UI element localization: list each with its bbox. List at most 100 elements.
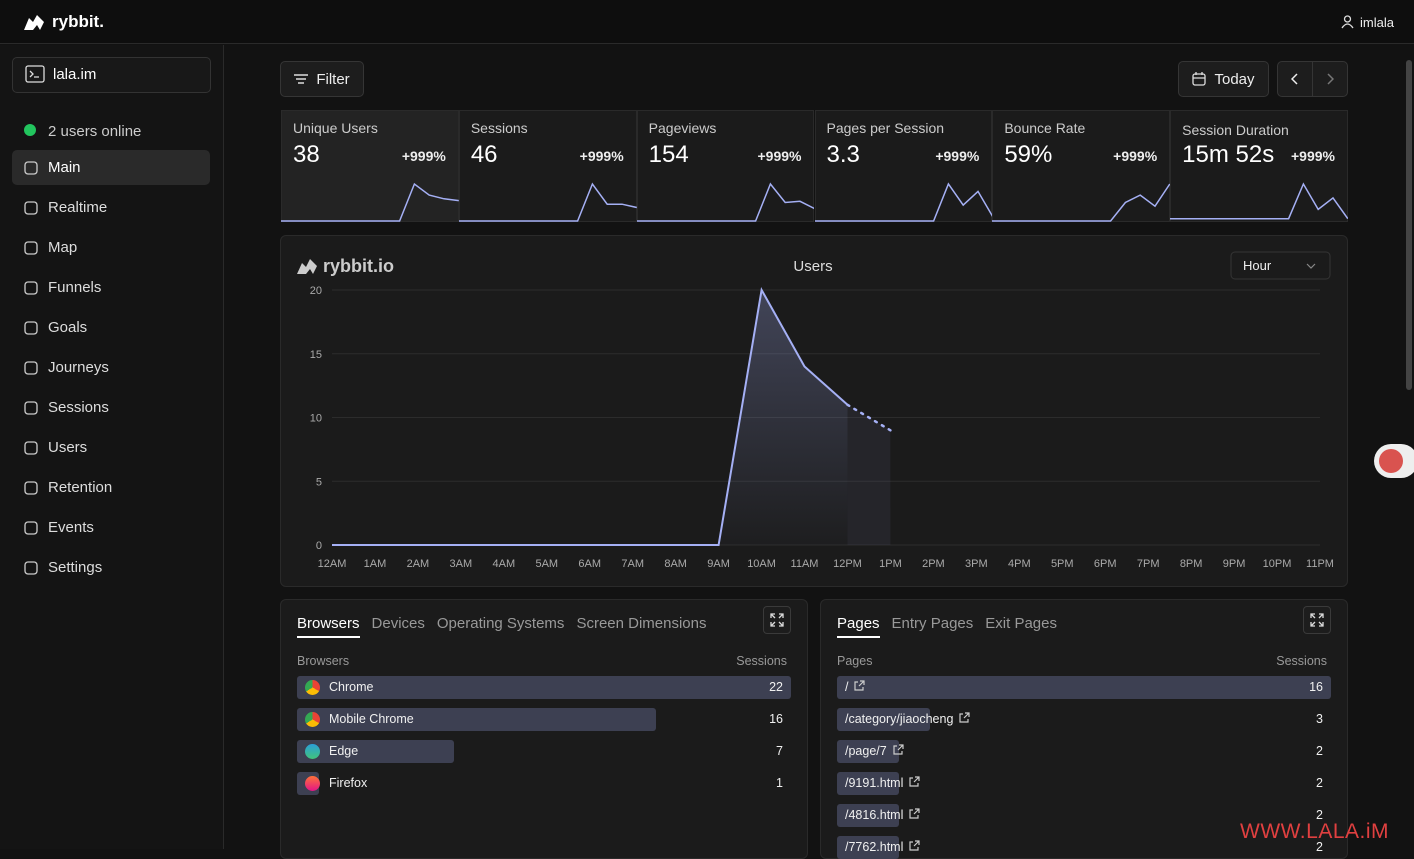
row-bar <box>837 740 899 763</box>
nav-icon-shape <box>24 480 38 495</box>
sparkline-line <box>992 183 1171 222</box>
nav-item[interactable]: Events <box>12 510 210 545</box>
x-tick-label: 10AM <box>747 558 776 570</box>
x-tick-label: 1PM <box>879 558 902 570</box>
nav-icon <box>24 560 38 575</box>
tab[interactable]: Pages <box>837 615 880 638</box>
x-tick-label: 3PM <box>965 558 988 570</box>
column-value: Sessions <box>736 654 787 668</box>
row[interactable]: /4816.html 2 <box>837 804 1331 827</box>
scrollbar[interactable] <box>1406 60 1412 390</box>
nav-icon <box>24 200 38 215</box>
tab[interactable]: Screen Dimensions <box>576 615 707 632</box>
row-name: /7762.html <box>845 840 920 854</box>
nav-label: Journeys <box>48 359 109 376</box>
online-count: 2 users online <box>48 123 142 140</box>
nav-item[interactable]: Retention <box>12 470 210 505</box>
nav-icon-shape <box>24 560 38 575</box>
row-value: 1 <box>776 776 783 790</box>
expand-icon-shape <box>1310 613 1324 627</box>
user-name[interactable]: imlala <box>1360 15 1394 30</box>
tab[interactable]: Devices <box>371 615 425 632</box>
tab[interactable]: Operating Systems <box>436 615 565 632</box>
row[interactable]: Chrome 22 <box>297 676 791 699</box>
row[interactable]: /page/7 2 <box>837 740 1331 763</box>
expand-button[interactable] <box>1303 606 1331 634</box>
y-tick-label: 20 <box>310 285 322 297</box>
metric-label: Pageviews <box>648 120 717 136</box>
translate-widget[interactable] <box>1374 444 1414 478</box>
x-tick-label: 8AM <box>664 558 687 570</box>
metric-change: +999% <box>579 148 624 164</box>
tab[interactable]: Entry Pages <box>891 615 974 632</box>
sparkline <box>636 182 815 222</box>
interval-select[interactable] <box>1230 251 1331 280</box>
metric-card[interactable] <box>1170 110 1348 222</box>
date-button[interactable]: Today <box>1178 61 1269 97</box>
nav-item[interactable]: Settings <box>12 550 210 585</box>
sparkline-line <box>458 182 637 222</box>
metric-card[interactable] <box>636 110 815 222</box>
next-button[interactable] <box>1312 61 1348 97</box>
area <box>332 290 848 545</box>
sparkline-line <box>1170 182 1348 220</box>
x-tick-label: 9AM <box>707 558 730 570</box>
top-bar <box>0 0 1414 44</box>
nav-icon-shape <box>24 360 38 375</box>
row[interactable]: /7762.html 2 <box>837 836 1331 859</box>
nav-item[interactable]: Funnels <box>12 270 210 305</box>
nav-item[interactable]: Map <box>12 230 210 265</box>
nav-label: Realtime <box>48 199 108 216</box>
x-tick-label: 10PM <box>1263 558 1292 570</box>
row[interactable]: / 16 <box>837 676 1331 699</box>
row[interactable]: /9191.html 2 <box>837 772 1331 795</box>
y-tick-label: 0 <box>316 540 322 552</box>
metric-label: Bounce Rate <box>1004 120 1086 136</box>
external-link-icon <box>893 744 904 755</box>
expand-icon <box>1310 613 1324 627</box>
metric-card[interactable] <box>814 110 993 222</box>
x-tick-label: 6PM <box>1094 558 1117 570</box>
row[interactable]: /category/jiaocheng 3 <box>837 708 1331 731</box>
row-bar <box>837 708 930 731</box>
nav-label: Settings <box>48 559 103 576</box>
row-value: 2 <box>1316 744 1323 758</box>
sparkline-line <box>814 182 993 222</box>
x-tick-label: 12AM <box>318 558 347 570</box>
nav-item[interactable]: Realtime <box>12 190 210 225</box>
external-link-shape <box>909 776 920 787</box>
metric-value: 154 <box>648 141 689 168</box>
nav-label: Main <box>48 159 81 176</box>
filter-icon <box>294 74 309 84</box>
column-value: Sessions <box>1276 654 1327 668</box>
nav-item[interactable]: Journeys <box>12 350 210 385</box>
row-bar <box>297 676 791 699</box>
x-tick-label: 4AM <box>493 558 516 570</box>
expand-button[interactable] <box>763 606 791 634</box>
row[interactable]: Edge 7 <box>297 740 791 763</box>
nav-item[interactable]: Users <box>12 430 210 465</box>
nav-icon-shape <box>24 240 38 255</box>
nav-item[interactable]: Sessions <box>12 390 210 425</box>
x-tick-label: 3AM <box>450 558 473 570</box>
metric-card[interactable] <box>992 110 1171 222</box>
metric-value: 38 <box>293 141 320 168</box>
filter-button[interactable]: Filter <box>280 61 364 97</box>
site-selector[interactable] <box>12 57 211 93</box>
tab[interactable]: Browsers <box>297 615 360 638</box>
row[interactable]: Firefox 1 <box>297 772 791 795</box>
row-value: 3 <box>1316 712 1323 726</box>
external-link-shape <box>893 744 904 755</box>
row[interactable]: Mobile Chrome 16 <box>297 708 791 731</box>
row-bar <box>837 676 1331 699</box>
metric-change: +999% <box>935 148 980 164</box>
metric-value: 15m 52s <box>1182 141 1275 168</box>
tab[interactable]: Exit Pages <box>985 615 1057 632</box>
nav-icon <box>24 400 38 415</box>
nav-item[interactable]: Goals <box>12 310 210 345</box>
nav-item[interactable]: Main <box>12 150 210 185</box>
external-link-icon <box>959 712 971 723</box>
row-name: Chrome <box>329 680 374 694</box>
nav-icon-shape <box>24 320 38 335</box>
external-link-shape <box>959 712 971 723</box>
